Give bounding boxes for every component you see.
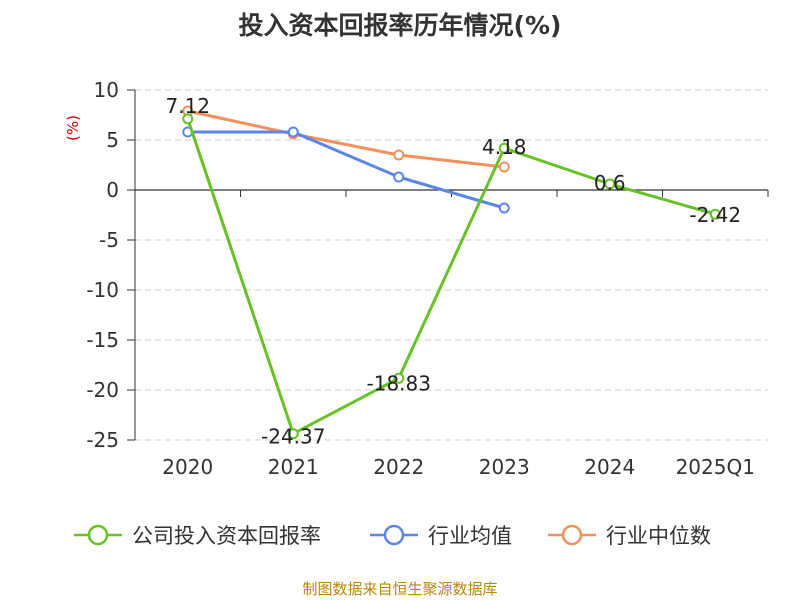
y-tick-label: -10 — [86, 278, 119, 302]
y-tick-label: 0 — [106, 178, 119, 202]
legend: 公司投入资本回报率 行业均值 行业中位数 — [0, 520, 800, 554]
source-note: 制图数据来自恒生聚源数据库 — [302, 580, 498, 598]
data-point — [287, 126, 299, 138]
data-point — [393, 171, 405, 183]
data-label: -18.83 — [367, 371, 431, 395]
axis-layer: 10 5 0 -5 -10 -15 -20 -25 2020 2021 2022 2023 2024 20… — [86, 78, 769, 479]
y-tick-label: 5 — [106, 128, 119, 152]
data-point — [498, 142, 510, 154]
data-point — [498, 161, 510, 173]
y-tick-label: 10 — [94, 78, 119, 102]
data-label: 4.18 — [482, 135, 527, 159]
label-layer: 7.12 -24.37 -18.83 4.18 0.6 -2.42 — [165, 94, 741, 449]
data-point — [393, 149, 405, 161]
legend-marker-industry-median — [548, 524, 596, 546]
y-tick-label: -15 — [86, 328, 119, 352]
data-label: -2.42 — [689, 203, 741, 227]
data-point — [287, 428, 299, 440]
data-point — [604, 178, 616, 190]
series-line — [187, 109, 505, 169]
series-line — [186, 118, 716, 436]
legend-label-industry-mean: 行业均值 — [428, 524, 512, 548]
x-tick-label: 2025Q1 — [676, 455, 755, 479]
y-tick-label: -5 — [99, 228, 119, 252]
y-tick-label: -20 — [86, 378, 119, 402]
data-point — [498, 202, 510, 214]
data-label: 0.6 — [594, 171, 626, 195]
data-label: 7.12 — [165, 94, 210, 118]
data-point — [393, 372, 405, 384]
grid-layer — [135, 89, 768, 441]
legend-item-industry-mean[interactable]: 行业均值 — [368, 520, 512, 550]
chart-title: 投入资本回报率历年情况(%) — [238, 11, 562, 40]
x-tick-label: 2021 — [268, 455, 319, 479]
x-tick-label: 2022 — [373, 455, 424, 479]
y-tick-label: -25 — [86, 428, 119, 452]
x-tick-label: 2020 — [162, 455, 213, 479]
y-axis-unit-label: (%) — [64, 115, 82, 141]
series-line — [187, 130, 505, 210]
series-layer — [182, 105, 721, 440]
data-point — [709, 208, 721, 220]
x-tick-label: 2024 — [584, 455, 635, 479]
x-tick-label: 2023 — [479, 455, 530, 479]
legend-marker-company — [74, 524, 122, 546]
data-point — [182, 113, 194, 125]
legend-item-industry-median[interactable]: 行业中位数 — [546, 520, 711, 550]
legend-label-company: 公司投入资本回报率 — [132, 524, 321, 548]
legend-item-company[interactable]: 公司投入资本回报率 — [72, 520, 321, 550]
legend-label-industry-median: 行业中位数 — [606, 524, 711, 548]
legend-marker-industry-mean — [370, 524, 418, 546]
data-label: -24.37 — [261, 425, 325, 449]
